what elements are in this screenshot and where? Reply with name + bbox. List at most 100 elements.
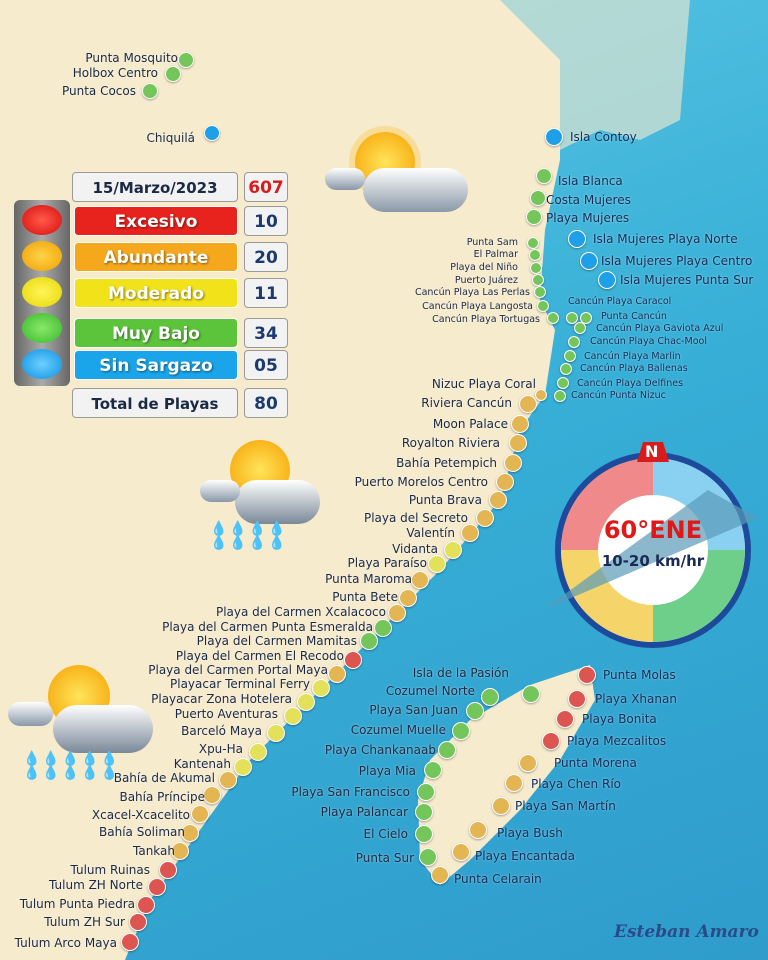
beach-label: Chiquilá bbox=[146, 131, 195, 145]
beach-label: Punta Sur bbox=[355, 851, 414, 865]
beach-label: Cancún Playa Tortugas bbox=[432, 314, 540, 325]
beach-marker bbox=[530, 262, 542, 274]
beach-label: Holbox Centro bbox=[72, 66, 158, 80]
beach-label: Playa Mujeres bbox=[546, 211, 630, 225]
total-beaches-label: Total de Playas bbox=[72, 388, 238, 418]
beach-label: Bahía Príncipe bbox=[119, 790, 205, 804]
beach-label: Playa del Carmen El Recodo bbox=[175, 649, 344, 663]
beach-label: El Cielo bbox=[363, 827, 408, 841]
beach-label: Riviera Cancún bbox=[421, 396, 512, 410]
beach-label: Cancún Playa Gaviota Azul bbox=[596, 323, 724, 334]
beach-marker bbox=[489, 491, 507, 509]
beach-marker bbox=[374, 619, 392, 637]
beach-label: Playa del Carmen Mamitas bbox=[196, 634, 357, 648]
beach-marker bbox=[129, 913, 147, 931]
beach-marker bbox=[545, 128, 563, 146]
compass-north: N bbox=[645, 442, 659, 461]
beach-marker bbox=[284, 707, 302, 725]
beach-marker bbox=[178, 52, 194, 68]
beach-marker bbox=[415, 825, 433, 843]
beach-label: Tankah bbox=[133, 844, 175, 858]
beach-marker bbox=[159, 861, 177, 879]
beach-label: Royalton Riviera bbox=[401, 436, 500, 450]
beach-marker bbox=[360, 632, 378, 650]
beach-label: Playa Chankanaab bbox=[324, 743, 436, 757]
beach-marker bbox=[580, 312, 592, 324]
beach-marker bbox=[344, 651, 362, 669]
beach-label: Playacar Zona Hotelera bbox=[151, 692, 292, 706]
beach-label: Playa Bonita bbox=[582, 712, 657, 726]
beach-label: Tulum Punta Piedra bbox=[19, 897, 135, 911]
beach-label: Playa del Carmen Portal Maya bbox=[148, 663, 328, 677]
beach-marker bbox=[481, 688, 499, 706]
beach-label: Cancún Playa Ballenas bbox=[580, 363, 688, 374]
beach-label: Playa San Juan bbox=[369, 703, 458, 717]
beach-label: Playa San Francisco bbox=[291, 785, 410, 799]
beach-marker bbox=[580, 252, 598, 270]
beach-label: Playa del Niño bbox=[450, 262, 518, 273]
beach-marker bbox=[466, 702, 484, 720]
legend-count: 05 bbox=[244, 350, 288, 380]
beach-label: Bahía Soliman bbox=[99, 825, 185, 839]
beach-marker bbox=[469, 821, 487, 839]
beach-label: Isla Mujeres Punta Sur bbox=[620, 273, 754, 287]
beach-label: Punta Molas bbox=[603, 668, 676, 682]
beach-label: Valentín bbox=[406, 526, 455, 540]
beach-marker bbox=[428, 555, 446, 573]
beach-label: Puerto Morelos Centro bbox=[354, 475, 488, 489]
sun-cloud-rain-icon: 💧💧💧💧💧 💧💧💧💧💧 bbox=[8, 660, 158, 795]
beach-label: Playa Encantada bbox=[475, 849, 575, 863]
land-holbox bbox=[140, 45, 230, 100]
beach-marker bbox=[328, 665, 346, 683]
beach-marker bbox=[461, 524, 479, 542]
beach-label: Playa Chen Río bbox=[531, 777, 621, 791]
beach-marker bbox=[542, 732, 560, 750]
beach-label: Vidanta bbox=[392, 542, 438, 556]
legend-row-sin-sargazo: Sin Sargazo 05 bbox=[14, 350, 288, 382]
beach-marker bbox=[519, 754, 537, 772]
beach-marker bbox=[297, 693, 315, 711]
beach-label: Punta Sam bbox=[466, 237, 518, 248]
beach-label: Puerto Juárez bbox=[454, 275, 518, 286]
beach-marker bbox=[505, 774, 523, 792]
beach-label: Cancún Punta Nizuc bbox=[571, 390, 666, 401]
beach-marker bbox=[219, 771, 237, 789]
legend-label: Sin Sargazo bbox=[74, 350, 238, 380]
beach-label: Moon Palace bbox=[432, 417, 508, 431]
beach-label: Cozumel Norte bbox=[385, 684, 475, 698]
beach-label: Punta Cancún bbox=[601, 311, 667, 322]
beach-marker bbox=[536, 168, 552, 184]
beach-marker bbox=[411, 571, 429, 589]
beach-marker bbox=[191, 805, 209, 823]
beach-marker bbox=[554, 390, 566, 402]
beach-marker bbox=[527, 237, 539, 249]
beach-label: Punta Mosquito bbox=[85, 51, 178, 65]
beach-label: Nizuc Playa Coral bbox=[431, 377, 536, 391]
wind-speed: 10-20 km/hr bbox=[601, 552, 705, 570]
beach-label: Playa Bush bbox=[497, 826, 563, 840]
beach-marker bbox=[267, 724, 285, 742]
legend-row-abundante: Abundante 20 bbox=[14, 242, 288, 274]
beach-marker bbox=[452, 843, 470, 861]
traffic-light-icon bbox=[14, 200, 70, 386]
beach-marker bbox=[137, 896, 155, 914]
beach-marker bbox=[568, 690, 586, 708]
beach-marker bbox=[142, 83, 158, 99]
beach-marker bbox=[438, 741, 456, 759]
legend-label: Muy Bajo bbox=[74, 318, 238, 348]
beach-marker bbox=[171, 842, 189, 860]
beach-marker bbox=[249, 743, 267, 761]
beach-marker bbox=[598, 271, 616, 289]
legend-label: Moderado bbox=[74, 278, 238, 308]
beach-marker bbox=[181, 824, 199, 842]
beach-label: Puerto Aventuras bbox=[174, 707, 278, 721]
beach-marker bbox=[419, 848, 437, 866]
beach-marker bbox=[203, 786, 221, 804]
beach-marker bbox=[312, 679, 330, 697]
beach-label: Playa Mia bbox=[358, 764, 416, 778]
beach-marker bbox=[566, 312, 578, 324]
beach-label: Playa San Martín bbox=[515, 799, 616, 813]
beach-marker bbox=[535, 389, 547, 401]
beach-label: Bahía de Akumal bbox=[113, 771, 215, 785]
beach-label: Isla Mujeres Playa Centro bbox=[601, 254, 753, 268]
